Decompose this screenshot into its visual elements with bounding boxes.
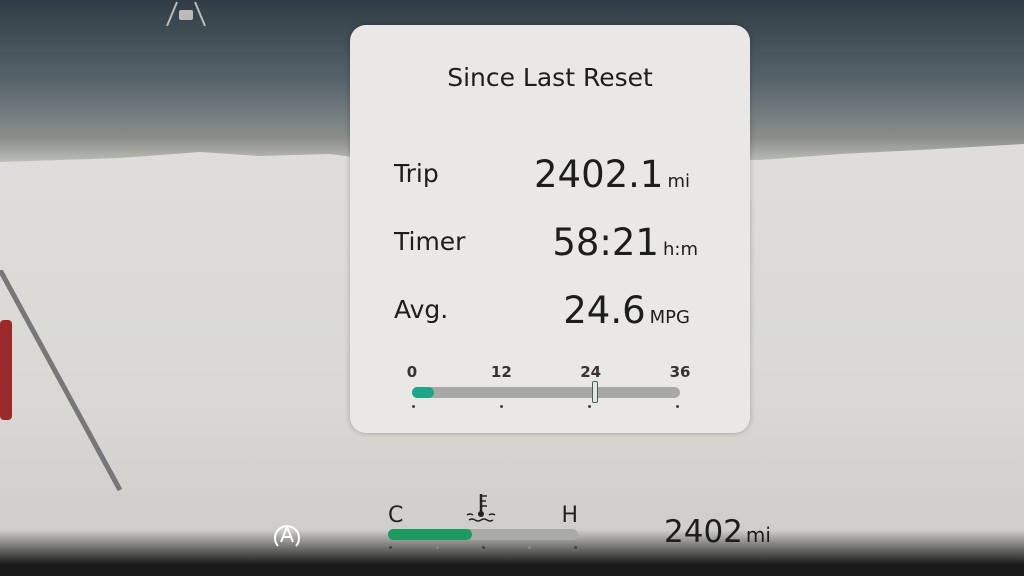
mpg-tick-dot [588,405,591,408]
mpg-gauge-fill [412,387,434,398]
coolant-gauge: C H [388,494,580,560]
trip-row: Trip 2402.1 mi [394,153,690,196]
odometer: 2402 mi [664,514,771,550]
hot-label: H [561,503,578,528]
trip-info-card: Since Last Reset Trip 2402.1 mi Timer 58:… [350,25,750,433]
timer-value: 58:21 [552,221,659,264]
average-row: Avg. 24.6 MPG [394,289,690,332]
timer-label: Timer [394,227,466,256]
card-title: Since Last Reset [447,63,653,92]
mpg-gauge-ticks: 0 12 24 36 [406,363,691,383]
trip-value: 2402.1 [533,153,664,196]
average-unit: MPG [649,307,690,328]
coolant-temperature-icon [466,494,496,522]
mpg-tick-label: 12 [490,363,512,381]
road-lane-lines [0,270,123,492]
timer-row: Timer 58:21 h:m [394,221,698,264]
odometer-value: 2402 [664,514,743,550]
trip-unit: mi [667,171,690,192]
auto-hold-icon [274,524,300,547]
average-value: 24.6 [563,289,646,332]
mpg-tick-dot [500,405,503,408]
mpg-gauge [412,381,680,403]
mpg-tick-dot [676,405,679,408]
cold-label: C [388,503,404,528]
car-lane-icon [166,1,206,26]
timer-unit: h:m [662,239,698,260]
coolant-bar-fill [388,529,472,540]
mpg-tick-label: 24 [580,363,602,381]
odometer-unit: mi [745,523,771,547]
trip-label: Trip [394,159,439,188]
mpg-tick-label: 36 [669,363,691,381]
mpg-average-marker [592,381,599,403]
mpg-tick-label: 0 [406,363,418,381]
coolant-bar [388,529,578,540]
average-label: Avg. [394,295,449,324]
mpg-tick-dot [412,405,415,408]
